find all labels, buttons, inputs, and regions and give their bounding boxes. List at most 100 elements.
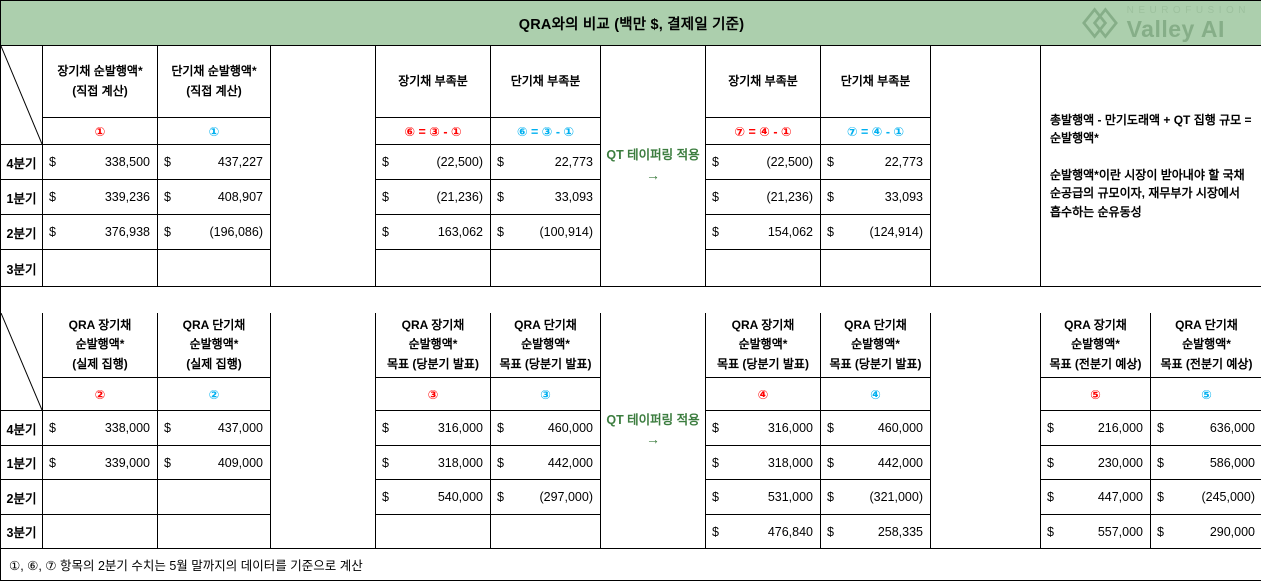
- currency-symbol: $: [49, 225, 56, 239]
- spacer-column: [271, 313, 376, 548]
- currency-symbol: $: [49, 455, 56, 470]
- currency-symbol: $: [1157, 490, 1164, 504]
- header-line: 순발행액*: [189, 337, 239, 352]
- amount: 163,062: [437, 225, 483, 239]
- qt-label-text: QT 테이퍼링 적용: [606, 148, 700, 163]
- currency-symbol: $: [164, 225, 171, 239]
- corner-cell: [1, 313, 43, 411]
- value-cell: [706, 250, 821, 286]
- amount: (22,500): [436, 155, 483, 169]
- currency-symbol: $: [382, 155, 389, 169]
- value-cell: $339,236: [43, 180, 158, 215]
- col-tag: ⑦ = ④ - ①: [706, 118, 821, 145]
- amount: 33,093: [554, 190, 593, 204]
- currency-symbol: $: [382, 490, 389, 504]
- value-cell: $ (297,000): [491, 480, 601, 515]
- currency-symbol: $: [1157, 421, 1164, 435]
- header-line: QRA 장기채: [68, 318, 132, 333]
- value-cell: $476,840: [706, 515, 821, 548]
- currency-symbol: $: [712, 155, 719, 169]
- value-cell: $437,000: [158, 411, 271, 446]
- header-line: 순발행액*: [408, 337, 458, 352]
- currency-symbol: $: [382, 455, 389, 470]
- value-cell: $376,938: [43, 215, 158, 250]
- value-cell: $ (21,236): [706, 180, 821, 215]
- col-header: 장기채 부족분: [376, 46, 491, 118]
- currency-symbol: $: [497, 155, 504, 169]
- brand-logo: NEUROFUSION Valley AI: [1079, 3, 1250, 43]
- amount: (196,086): [209, 225, 263, 239]
- value-cell: $290,000: [1151, 515, 1261, 548]
- currency-symbol: $: [382, 421, 389, 435]
- col-tag: ⑥ = ③ - ①: [491, 118, 601, 145]
- header-line: 목표 (전분기 예상): [1049, 356, 1142, 371]
- header-line: 장기채 순발행액*: [57, 64, 143, 79]
- header-line: (실제 집행): [186, 356, 242, 371]
- value-cell: $339,000: [43, 446, 158, 480]
- amount: 316,000: [437, 421, 483, 435]
- amount: 442,000: [547, 455, 593, 470]
- amount: 33,093: [884, 190, 923, 204]
- amount: (321,000): [869, 490, 923, 504]
- row-label: 3분기: [1, 250, 43, 286]
- value-cell: $216,000: [1041, 411, 1151, 446]
- value-cell: $316,000: [706, 411, 821, 446]
- amount: (21,236): [436, 190, 483, 204]
- value-cell: [158, 250, 271, 286]
- currency-symbol: $: [164, 190, 171, 204]
- value-cell: $540,000: [376, 480, 491, 515]
- value-cell: $437,227: [158, 145, 271, 180]
- col-tag: ①: [158, 118, 271, 145]
- currency-symbol: $: [1047, 421, 1054, 435]
- value-cell: $ (124,914): [821, 215, 931, 250]
- value-cell: $408,907: [158, 180, 271, 215]
- header-line: 목표 (당분기 발표): [499, 356, 592, 371]
- value-cell: $33,093: [821, 180, 931, 215]
- currency-symbol: $: [712, 455, 719, 470]
- value-cell: $318,000: [376, 446, 491, 480]
- right-arrow-icon: →: [646, 166, 660, 183]
- header-line: QRA 단기채: [844, 318, 907, 333]
- amount: 586,000: [1209, 455, 1255, 470]
- currency-symbol: $: [827, 421, 834, 435]
- amount: (124,914): [869, 225, 923, 239]
- amount: 447,000: [1097, 490, 1143, 504]
- amount: (22,500): [766, 155, 813, 169]
- table-gap: [1, 287, 1261, 313]
- header-line: QRA 장기채: [1064, 318, 1127, 333]
- col-header: QRA 장기채 순발행액* 목표 (당분기 발표): [376, 313, 491, 378]
- right-arrow-icon: →: [646, 431, 660, 448]
- currency-symbol: $: [1157, 455, 1164, 470]
- footnote-row: ①, ⑥, ⑦ 항목의 2분기 수치는 5월 말까지의 데이터를 기준으로 계산: [1, 549, 1261, 580]
- spacer-column: [931, 313, 1041, 548]
- value-cell: $557,000: [1041, 515, 1151, 548]
- currency-symbol: $: [712, 225, 719, 239]
- currency-symbol: $: [712, 421, 719, 435]
- currency-symbol: $: [1047, 524, 1054, 539]
- header-line: QRA 단기채: [182, 318, 246, 333]
- amount: 557,000: [1097, 524, 1143, 539]
- header-line: 순발행액*: [738, 337, 788, 352]
- qt-tapering-label: QT 테이퍼링 적용 →: [601, 313, 706, 548]
- value-cell: [158, 515, 271, 548]
- value-cell: $ (21,236): [376, 180, 491, 215]
- value-cell: $442,000: [821, 446, 931, 480]
- value-cell: $230,000: [1041, 446, 1151, 480]
- report-title: QRA와의 비교 (백만 $, 결제일 기준): [518, 16, 745, 33]
- currency-symbol: $: [164, 421, 171, 435]
- amount: 290,000: [1209, 524, 1255, 539]
- value-cell: $460,000: [821, 411, 931, 446]
- currency-symbol: $: [497, 421, 504, 435]
- col-tag: ④: [821, 378, 931, 411]
- diagonal-line: [1, 46, 42, 144]
- col-tag: ②: [158, 378, 271, 411]
- diagonal-line: [1, 313, 42, 410]
- amount: (245,000): [1201, 490, 1255, 504]
- currency-symbol: $: [827, 225, 834, 239]
- amount: 376,938: [104, 225, 150, 239]
- row-label: 2분기: [1, 480, 43, 515]
- amount: 338,000: [104, 421, 150, 435]
- currency-symbol: $: [49, 155, 56, 169]
- col-tag: ⑥ = ③ - ①: [376, 118, 491, 145]
